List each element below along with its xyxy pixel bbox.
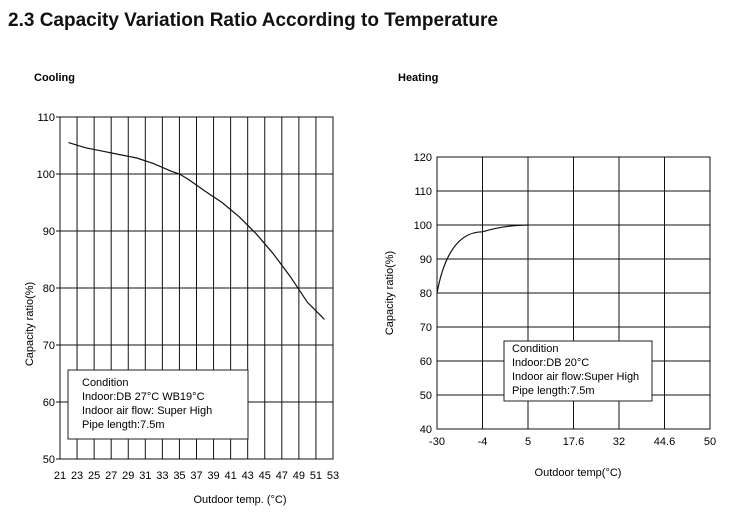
heating-x-tick-label: -4 bbox=[478, 436, 488, 448]
heating-y-tick-label: 120 bbox=[414, 152, 432, 164]
heating-y-tick-label: 60 bbox=[420, 356, 432, 368]
heating-y-tick-label: 100 bbox=[414, 220, 432, 232]
heating-condition-line: Indoor air flow:Super High bbox=[512, 371, 639, 383]
page-title: 2.3 Capacity Variation Ratio According t… bbox=[8, 10, 498, 31]
cooling-y-tick-label: 100 bbox=[37, 169, 55, 181]
cooling-x-tick-label: 23 bbox=[71, 470, 83, 482]
heating-x-tick-label: 50 bbox=[704, 436, 716, 448]
cooling-y-tick-label: 110 bbox=[37, 112, 55, 124]
heating-condition-line: Pipe length:7.5m bbox=[512, 385, 595, 397]
heating-x-tick-label: 17.6 bbox=[563, 436, 584, 448]
cooling-x-tick-label: 31 bbox=[139, 470, 151, 482]
cooling-y-tick-label: 80 bbox=[43, 283, 55, 295]
heating-chart: Heating Capacity ratio(%) Outdoor temp(°… bbox=[384, 72, 716, 479]
cooling-chart: Cooling Capacity ratio(%) Outdoor temp. … bbox=[24, 72, 339, 506]
cooling-x-tick-label: 39 bbox=[207, 470, 219, 482]
cooling-x-tick-label: 27 bbox=[105, 470, 117, 482]
heating-y-tick-label: 50 bbox=[420, 390, 432, 402]
cooling-condition-line: Condition bbox=[82, 377, 128, 389]
heating-x-tick-label: -30 bbox=[429, 436, 445, 448]
heating-y-tick-label: 80 bbox=[420, 288, 432, 300]
cooling-x-tick-label: 49 bbox=[293, 470, 305, 482]
heating-y-tick-label: 110 bbox=[414, 186, 432, 198]
heating-condition-box: Condition Indoor:DB 20°C Indoor air flow… bbox=[503, 340, 653, 402]
cooling-y-tick-label: 50 bbox=[43, 454, 55, 466]
heating-y-tick-label: 90 bbox=[420, 254, 432, 266]
cooling-series-line bbox=[68, 142, 325, 320]
heating-condition-line: Indoor:DB 20°C bbox=[512, 357, 589, 369]
cooling-x-tick-label: 35 bbox=[173, 470, 185, 482]
heating-condition-line: Condition bbox=[512, 343, 558, 355]
cooling-y-axis-label: Capacity ratio(%) bbox=[24, 282, 36, 366]
cooling-x-tick-label: 25 bbox=[88, 470, 100, 482]
cooling-x-tick-label: 41 bbox=[225, 470, 237, 482]
heating-y-tick-label: 70 bbox=[420, 322, 432, 334]
heating-x-tick-label: 32 bbox=[613, 436, 625, 448]
cooling-x-tick-label: 47 bbox=[276, 470, 288, 482]
cooling-condition-line: Indoor air flow: Super High bbox=[82, 405, 212, 417]
cooling-x-tick-label: 45 bbox=[259, 470, 271, 482]
heating-x-axis-label: Outdoor temp(°C) bbox=[535, 467, 622, 479]
cooling-x-tick-label: 37 bbox=[190, 470, 202, 482]
cooling-y-tick-label: 60 bbox=[43, 397, 55, 409]
cooling-x-tick-label: 53 bbox=[327, 470, 339, 482]
cooling-x-tick-label: 29 bbox=[122, 470, 134, 482]
cooling-condition-line: Indoor:DB 27°C WB19°C bbox=[82, 391, 205, 403]
cooling-plot-frame bbox=[59, 116, 334, 460]
cooling-condition-box: Condition Indoor:DB 27°C WB19°C Indoor a… bbox=[67, 369, 249, 440]
cooling-chart-title: Cooling bbox=[34, 72, 75, 84]
cooling-x-tick-label: 33 bbox=[156, 470, 168, 482]
cooling-x-axis-label: Outdoor temp. (°C) bbox=[193, 494, 286, 506]
heating-y-tick-label: 40 bbox=[420, 424, 432, 436]
cooling-y-tick-label: 90 bbox=[43, 226, 55, 238]
heating-x-tick-label: 5 bbox=[525, 436, 531, 448]
heating-series-line bbox=[436, 224, 529, 294]
heating-chart-title: Heating bbox=[398, 72, 438, 84]
cooling-condition-line: Pipe length:7.5m bbox=[82, 419, 165, 431]
cooling-x-tick-label: 43 bbox=[242, 470, 254, 482]
cooling-y-tick-label: 70 bbox=[43, 340, 55, 352]
heating-x-tick-label: 44.6 bbox=[654, 436, 675, 448]
heating-y-axis-label: Capacity ratio(%) bbox=[384, 251, 396, 335]
cooling-x-tick-label: 21 bbox=[54, 470, 66, 482]
cooling-x-tick-label: 51 bbox=[310, 470, 322, 482]
